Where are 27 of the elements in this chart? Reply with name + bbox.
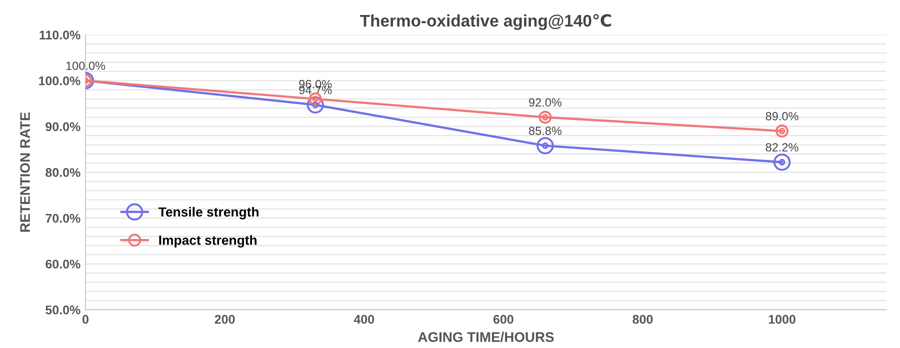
legend-label: Impact strength [159, 235, 257, 248]
data-label: 92.0% [529, 98, 562, 107]
y-tick-label: 110.0% [40, 30, 80, 40]
y-tick-label: 90.0% [46, 122, 80, 132]
x-tick-label: 600 [493, 314, 514, 324]
x-tick-label: 1000 [768, 314, 796, 324]
legend-label: Tensile strength [158, 206, 258, 220]
y-tick-label: 70.0% [46, 214, 80, 223]
x-tick-label: 400 [354, 314, 374, 324]
point [538, 110, 552, 124]
y-axis-title: RETENTION RATE [20, 112, 30, 232]
x-tick-label: 200 [214, 314, 235, 324]
data-label: 100.0% [66, 62, 106, 70]
x-axis-title: AGING TIME/HOURS [418, 332, 554, 342]
y-tick-label: 100.0% [39, 76, 80, 86]
point [775, 124, 789, 138]
x-tick-label: 0 [82, 314, 88, 324]
x-tick-label: 800 [632, 314, 653, 324]
point [773, 154, 791, 171]
chart-title: Thermo-oxidative aging@140℃ [360, 14, 612, 30]
data-label: 89.0% [766, 112, 798, 120]
y-tick-label: 80.0% [46, 168, 80, 177]
point [536, 137, 554, 154]
y-tick-label: 60.0% [46, 260, 80, 269]
y-tick-label: 50.0% [46, 306, 80, 314]
data-label: 82.2% [766, 143, 798, 152]
data-label: 85.8% [528, 126, 562, 136]
